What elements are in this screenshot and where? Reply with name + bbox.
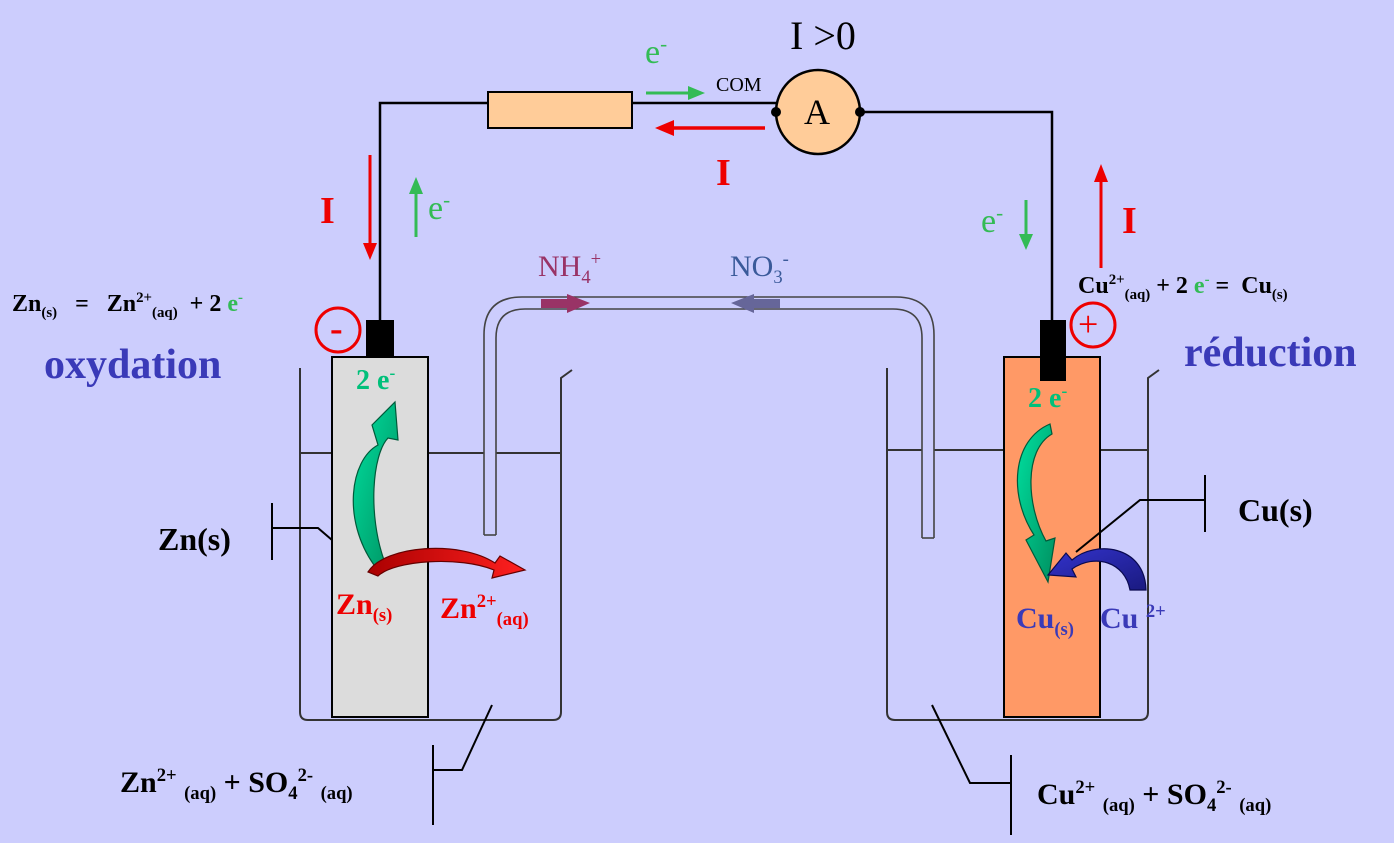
- resistor: [487, 91, 633, 129]
- zinc-ion-curved-arrow: [367, 547, 527, 579]
- electron-label-right: e-: [981, 200, 1004, 240]
- right-beaker: [886, 368, 1160, 721]
- anode-half-equation: Zn(s) = Zn2+(aq) + 2 e-: [12, 290, 243, 321]
- salt-bridge: [483, 296, 935, 539]
- positive-pole-icon: [1069, 301, 1117, 349]
- no3-arrow: [731, 294, 780, 313]
- negative-sign: -: [330, 308, 343, 350]
- nh4-label: NH4+: [538, 249, 602, 288]
- current-arrow-right: [1094, 164, 1108, 268]
- zinc-electrode: [331, 356, 429, 718]
- external-circuit-wire: [378, 101, 1054, 320]
- ammeter-label: A: [804, 92, 830, 132]
- electron-label-left: e-: [428, 187, 451, 227]
- current-label-top: I: [716, 152, 731, 194]
- electron-arrow-top: [646, 86, 705, 100]
- current-reading: I >0: [790, 13, 856, 58]
- com-label: COM: [716, 74, 762, 96]
- cathode-electron-curved-arrow: [1016, 423, 1056, 584]
- zinc-terminal: [366, 320, 394, 357]
- current-arrow-left: [363, 155, 377, 260]
- cathode-half-equation: Cu2+(aq) + 2 e- = Cu(s): [1078, 272, 1288, 303]
- positive-sign: +: [1078, 304, 1099, 344]
- no3-label: NO3-: [730, 249, 789, 288]
- anode-solution-label: Zn2+ (aq) + SO42- (aq): [120, 765, 353, 804]
- electron-arrow-right: [1019, 200, 1033, 250]
- negative-pole-icon: [314, 306, 362, 354]
- electron-arrow-left: [409, 177, 423, 237]
- copper-electrode-label: Cu(s): [1238, 492, 1313, 528]
- copper-ion-curved-arrow: [1046, 548, 1147, 591]
- copper-ion-label: Cu 2+: [1100, 601, 1166, 635]
- zinc-metal-label: Zn(s): [336, 588, 393, 626]
- current-label-right: I: [1122, 200, 1137, 242]
- ammeter: [771, 68, 865, 156]
- zinc-ion-label: Zn2+(aq): [440, 591, 529, 630]
- nh4-arrow: [541, 294, 590, 313]
- current-label-left: I: [320, 190, 335, 232]
- copper-metal-label: Cu(s): [1016, 602, 1074, 640]
- label-pointers: [271, 475, 1206, 835]
- copper-terminal: [1040, 320, 1066, 381]
- cathode-process-label: réduction: [1184, 330, 1357, 376]
- cathode-electrons-label: 2 e-: [1028, 381, 1068, 414]
- copper-electrode: [1003, 356, 1101, 718]
- cathode-solution-label: Cu2+ (aq) + SO42- (aq): [1037, 777, 1272, 816]
- anode-process-label: oxydation: [44, 342, 222, 388]
- anode-electrons-label: 2 e-: [356, 363, 396, 396]
- left-beaker: [299, 368, 573, 721]
- anode-electron-curved-arrow: [352, 400, 399, 566]
- current-arrow-top: [655, 120, 765, 136]
- zinc-electrode-label: Zn(s): [158, 521, 231, 557]
- electron-label-top: e-: [645, 31, 668, 71]
